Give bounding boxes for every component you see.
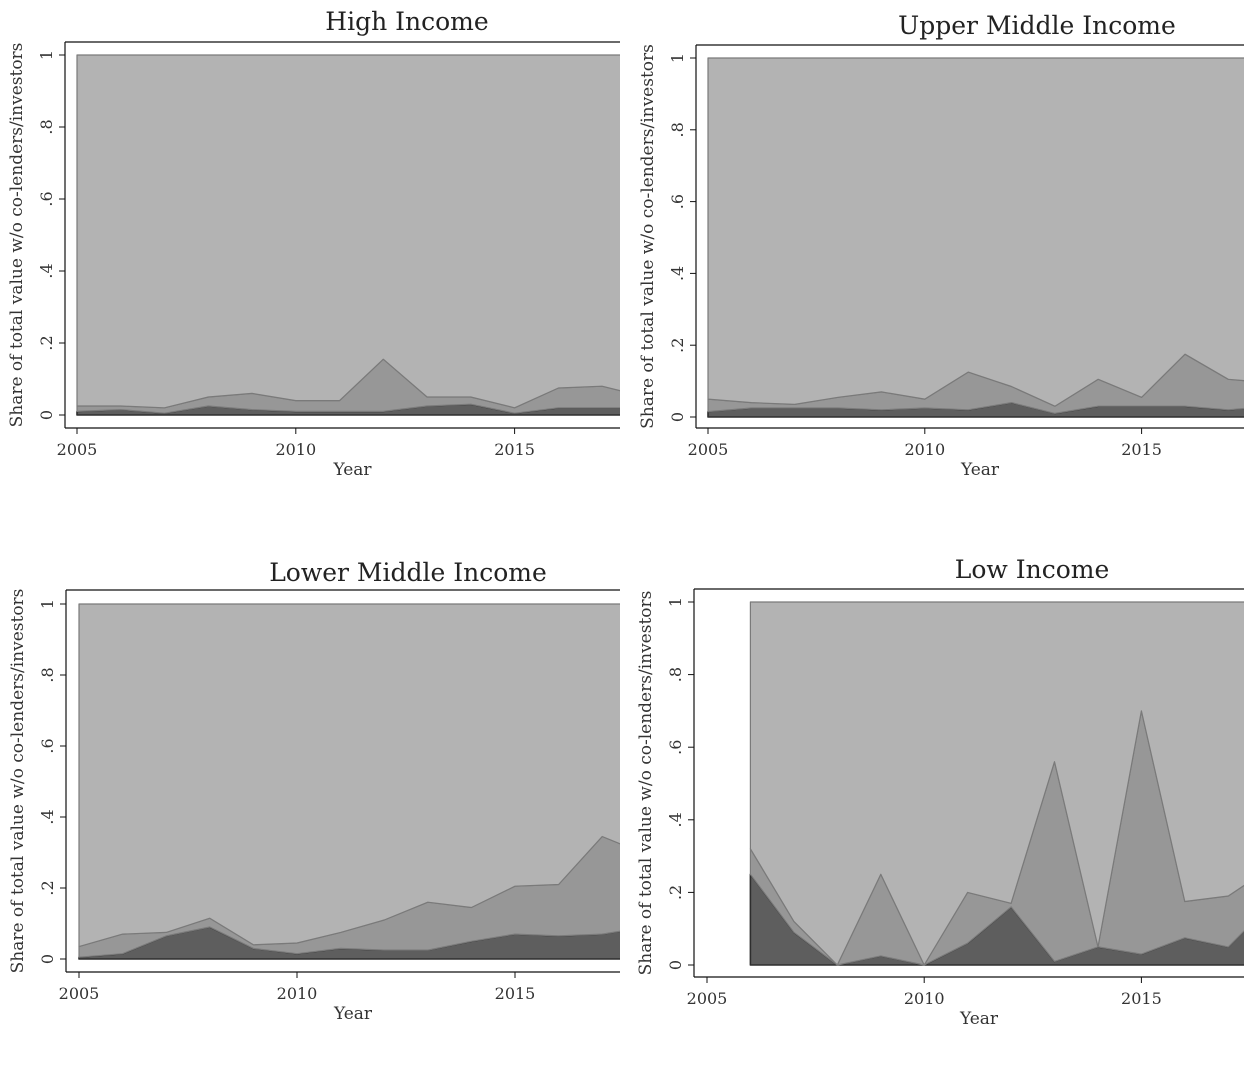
y-tick-label: .8 [668,122,687,137]
y-tick-label: .8 [666,667,685,682]
y-tick-label: 0 [37,410,56,420]
y-tick-label: .8 [37,119,56,134]
plot-area [707,57,1244,418]
legend-swatch-multilateral [527,1043,601,1062]
x-axis-label: Year [333,1004,373,1024]
legend-label-official-bilateral: Official Bilateral [367,500,517,521]
y-axis-label: Share of total value w/o co-lenders/inve… [8,589,28,974]
y-axis-label: Share of total value w/o co-lenders/inve… [638,44,658,429]
y-tick-label: .2 [668,338,687,353]
y-tick-label: .6 [666,740,685,755]
y-tick-label: 0 [666,960,685,970]
series-area-all-other [707,57,1244,407]
legend-label-all-other: All other [812,501,893,522]
legend-swatch-official-bilateral [283,1043,357,1062]
y-tick-label: .4 [37,263,56,278]
x-tick-label: 2010 [275,440,316,459]
legend-swatch-multilateral [1149,1050,1223,1069]
y-tick-label: 0 [668,412,687,422]
y-tick-label: .2 [38,880,57,895]
y-tick-label: .2 [666,885,685,900]
y-axis-label: Share of total value w/o co-lenders/inve… [7,43,27,428]
series-area-all-other [749,601,1244,966]
y-tick-label: 1 [37,50,56,60]
series-area-all-other [76,54,620,409]
legend-label-official-bilateral: Official Bilateral [994,1050,1144,1071]
x-tick-label: 2005 [57,440,98,459]
legend-label-multilateral: Multilateral [613,1043,721,1064]
legend-swatch-all-other [727,501,801,520]
legend: All other Official Bilateral Multilateral [98,1043,721,1064]
plot-area [749,601,1244,966]
legend-label-all-other: All other [183,1043,264,1064]
x-tick-label: 2015 [1121,440,1162,459]
legend-swatch-all-other [98,1043,172,1062]
y-tick-label: .4 [666,812,685,827]
legend: All other Official Bilateral Multilateral [727,501,1254,522]
plot-area [76,54,620,416]
y-tick-label: .2 [37,335,56,350]
x-tick-label: 2005 [59,984,100,1003]
legend-swatch-all-other [725,1050,799,1069]
x-tick-label: 2005 [687,989,728,1008]
legend-label-all-other: All other [810,1050,891,1071]
x-tick-label: 2010 [904,989,945,1008]
y-tick-label: .6 [668,194,687,209]
plot-area [78,603,620,960]
chart-title: Low Income [955,555,1110,584]
panel-2: Upper Middle Income 0 .2 .4 .6 .8 1 2005 2010 201… [638,11,1254,522]
legend-swatch-official-bilateral [911,501,985,520]
x-axis-label: Year [959,1009,999,1029]
x-axis-label: Year [960,460,1000,480]
legend-swatch-multilateral [1155,501,1229,520]
y-tick-label: .6 [38,738,57,753]
y-tick-label: .8 [38,667,57,682]
x-tick-label: 2015 [494,440,535,459]
y-tick-label: 0 [38,954,57,964]
legend-swatch-official-bilateral [281,500,355,519]
x-tick-label: 2010 [277,984,318,1003]
legend-swatch-multilateral [526,500,600,519]
x-tick-label: 2010 [904,440,945,459]
chart-title: Lower Middle Income [269,558,547,587]
y-tick-label: 1 [666,597,685,607]
legend-swatch-all-other [96,500,170,519]
legend-swatch-official-bilateral [908,1050,982,1069]
y-tick-label: .4 [668,266,687,281]
x-axis-label: Year [332,460,372,480]
panel-4: Low Income 0 .2 .4 .6 .8 1 2005 2010 2015 Share of… [636,555,1254,1071]
chart-title: High Income [325,7,488,36]
x-tick-label: 2015 [495,984,536,1003]
legend-label-multilateral: Multilateral [612,500,720,521]
series-area-all-other [78,603,620,948]
panel-1: High Income 0 .2 .4 .6 .8 1 2005 2010 2015 Share o… [7,7,720,521]
panel-3: Lower Middle Income 0 .2 .4 .6 .8 1 2005 2010 201… [8,558,721,1064]
legend-label-multilateral: Multilateral [1235,1050,1254,1071]
y-tick-label: 1 [38,599,57,609]
y-tick-label: .6 [37,191,56,206]
legend-label-all-other: All other [181,500,262,521]
y-axis-label: Share of total value w/o co-lenders/inve… [636,591,656,976]
legend: All other Official Bilateral Multilateral [96,500,720,521]
x-tick-label: 2005 [688,440,729,459]
x-tick-label: 2015 [1121,989,1162,1008]
legend: All other Official Bilateral Multilateral [725,1050,1254,1071]
y-tick-label: 1 [668,53,687,63]
legend-label-multilateral: Multilateral [1241,501,1254,522]
chart-title: Upper Middle Income [898,11,1176,40]
y-tick-label: .4 [38,809,57,824]
legend-label-official-bilateral: Official Bilateral [369,1043,519,1064]
legend-label-official-bilateral: Official Bilateral [997,501,1147,522]
